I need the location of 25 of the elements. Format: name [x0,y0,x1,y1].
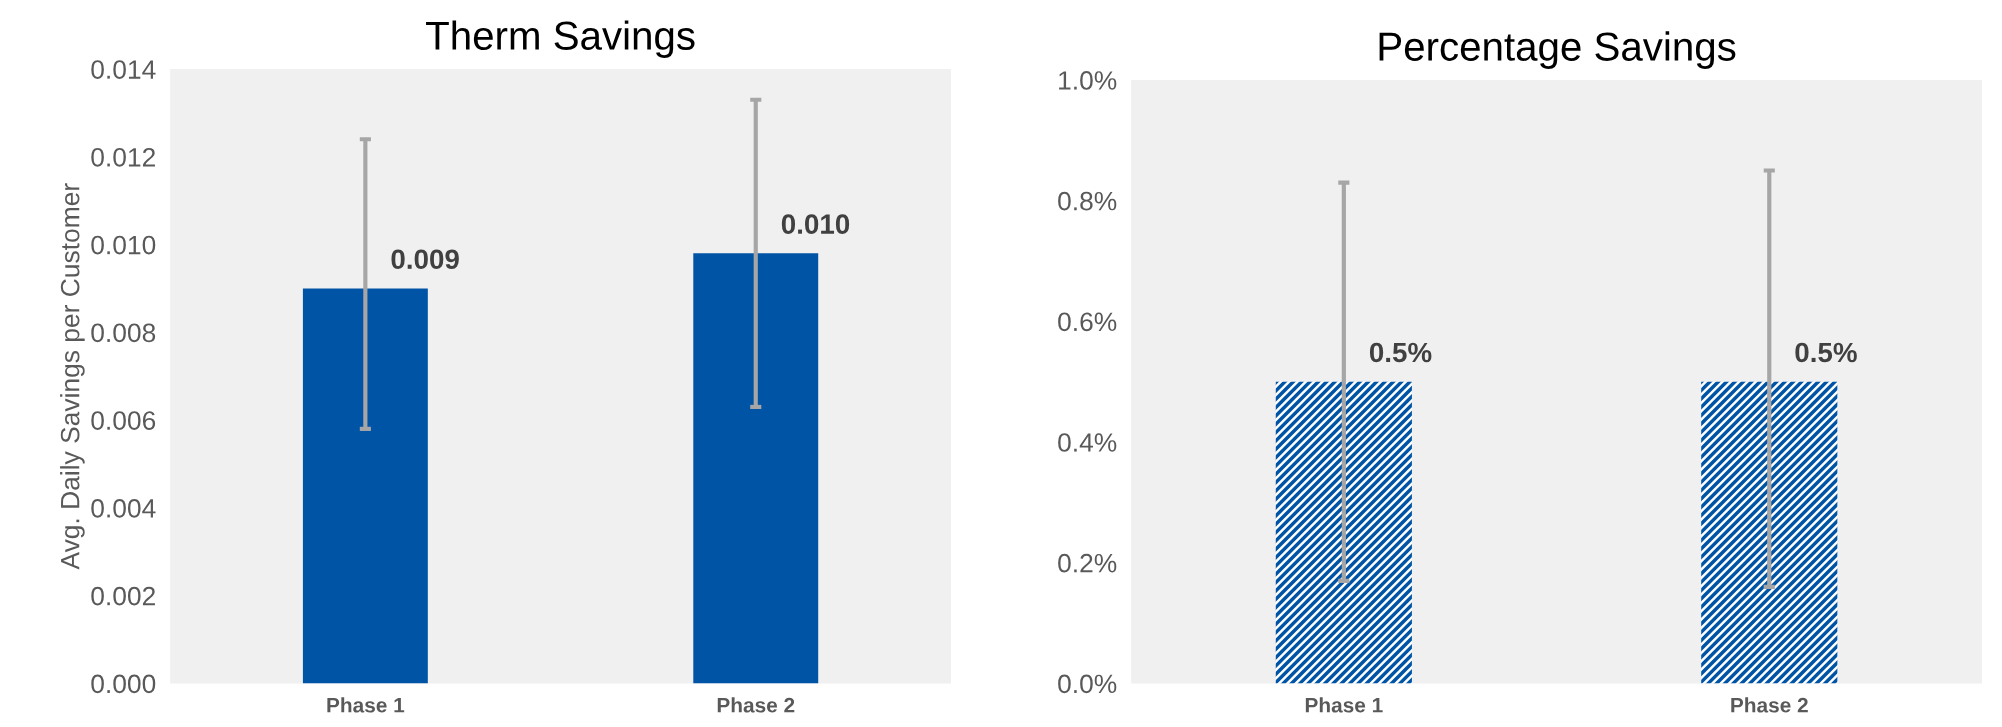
x-tick-label: Phase 2 [717,697,795,713]
y-tick-label: 0.008 [91,323,156,343]
y-tick-label: 0.8% [1058,191,1117,211]
x-tick-label: Phase 2 [1731,697,1808,713]
y-tick-label: 0.0% [1058,674,1117,694]
y-tick-label: 0.014 [91,60,156,79]
y-tick-label: 0.000 [91,674,156,694]
y-tick-label: 0.2% [1058,553,1117,573]
data-label: 0.010 [781,214,850,234]
x-tick-label: Phase 1 [327,697,405,713]
y-tick-label: 0.002 [91,586,155,606]
chart-title: Percentage Savings [1379,31,1736,69]
y-axis-title: Avg. Daily Savings per Customer [60,183,85,570]
y-tick-label: 0.010 [91,235,156,255]
y-tick-label: 0.006 [91,411,156,430]
y-tick-label: 1.0% [1059,71,1117,90]
y-tick-label: 0.012 [91,147,155,167]
y-tick-label: 0.4% [1058,433,1117,452]
data-label: 0.5% [1795,342,1857,363]
data-label: 0.009 [391,249,459,270]
y-tick-label: 0.6% [1058,312,1117,332]
chart-title: Therm Savings [426,20,695,58]
y-tick-label: 0.004 [91,499,156,518]
data-label: 0.5% [1369,342,1432,363]
x-tick-label: Phase 1 [1305,697,1383,713]
